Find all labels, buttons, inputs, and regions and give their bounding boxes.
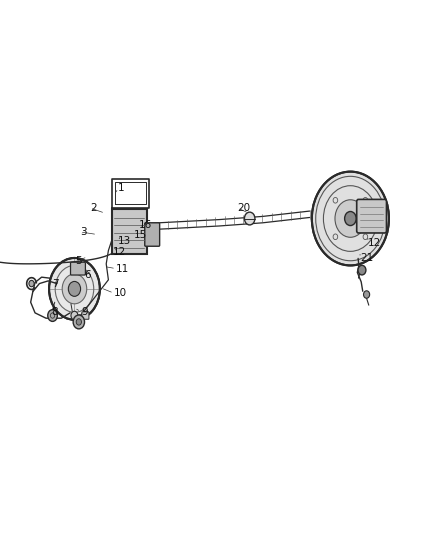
FancyBboxPatch shape	[112, 209, 146, 254]
Text: 20: 20	[237, 203, 251, 213]
Text: 6: 6	[84, 270, 91, 280]
Circle shape	[29, 280, 34, 287]
Circle shape	[364, 291, 370, 298]
Text: 1: 1	[117, 183, 124, 192]
Text: 2: 2	[90, 203, 96, 213]
Circle shape	[76, 319, 81, 325]
Circle shape	[335, 200, 366, 237]
Text: 10: 10	[114, 288, 127, 298]
Text: 12: 12	[113, 247, 126, 256]
Text: 7: 7	[52, 279, 58, 288]
FancyBboxPatch shape	[71, 262, 85, 275]
Circle shape	[244, 212, 255, 225]
Text: 8: 8	[52, 307, 58, 317]
Circle shape	[62, 274, 87, 304]
Circle shape	[345, 212, 356, 225]
Circle shape	[49, 258, 100, 320]
Circle shape	[71, 311, 78, 320]
Text: 13: 13	[117, 236, 131, 246]
Text: 5: 5	[75, 256, 82, 266]
Text: 11: 11	[116, 264, 129, 273]
Circle shape	[358, 265, 366, 275]
Text: 9: 9	[81, 307, 88, 317]
Text: 12: 12	[368, 238, 381, 247]
Circle shape	[312, 172, 389, 265]
FancyBboxPatch shape	[82, 312, 89, 319]
FancyBboxPatch shape	[145, 223, 159, 246]
Circle shape	[48, 310, 57, 321]
Circle shape	[68, 281, 81, 296]
Text: 3: 3	[80, 227, 86, 237]
Text: 15: 15	[134, 230, 147, 239]
Text: 16: 16	[138, 221, 152, 230]
Circle shape	[73, 315, 85, 329]
FancyBboxPatch shape	[357, 199, 386, 233]
Text: 21: 21	[360, 253, 373, 263]
